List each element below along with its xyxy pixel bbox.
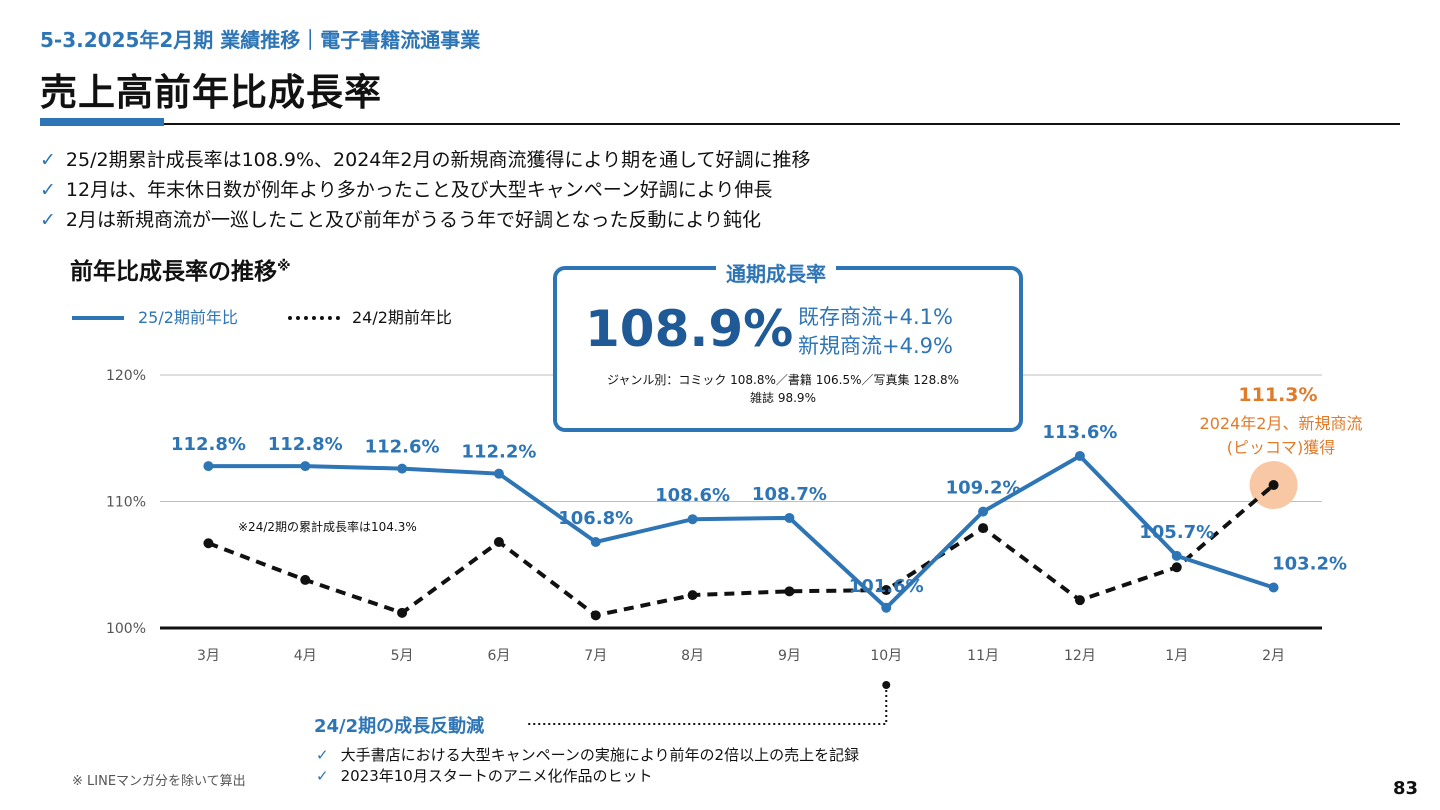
- existing-channel-growth: 既存商流+4.1%: [798, 305, 953, 329]
- data-label: 112.8%: [171, 434, 246, 455]
- title-accent-bar: [40, 118, 164, 126]
- x-tick-label: 3月: [197, 648, 220, 664]
- page-title: 売上高前年比成長率: [40, 71, 382, 114]
- bullet-text: 2月は新規商流が一巡したこと及び前年がうるう年で好調となった反動により鈍化: [65, 209, 762, 231]
- data-label: 108.6%: [655, 485, 730, 506]
- y-tick-label: 110%: [106, 495, 146, 511]
- callout-text: 2024年2月、新規商流: [1199, 414, 1363, 433]
- check-icon: ✓: [40, 149, 56, 171]
- series-24-point: [687, 590, 698, 601]
- reason-text: 2023年10月スタートのアニメ化作品のヒット: [340, 767, 653, 785]
- data-label: 101.6%: [849, 576, 924, 597]
- series-24-point: [1074, 595, 1085, 606]
- data-label: 113.6%: [1042, 422, 1117, 443]
- x-tick-label: 12月: [1064, 648, 1096, 664]
- reason-text: 大手書店における大型キャンペーンの実施により前年の2倍以上の売上を記録: [340, 746, 860, 764]
- section-label: 5-3.2025年2月期 業績推移｜電子書籍流通事業: [40, 28, 481, 52]
- annual-growth-box: [553, 266, 1023, 432]
- bullet-item: ✓ 12月は、年末休日数が例年より多かったこと及び大型キャンペーン好調により伸長: [40, 175, 772, 202]
- series-25-point: [687, 514, 698, 525]
- bullet-item: ✓ 25/2期累計成長率は108.9%、2024年2月の新規商流獲得により期を通し…: [40, 145, 811, 172]
- data-label: 112.6%: [365, 437, 440, 458]
- x-tick-label: 10月: [870, 648, 902, 664]
- data-label: 106.8%: [558, 508, 633, 529]
- series-25-point: [397, 463, 408, 474]
- series-25-point: [1171, 550, 1182, 561]
- x-tick-label: 11月: [967, 648, 999, 664]
- callout-value: 111.3%: [1238, 384, 1318, 406]
- callout-text: (ピッコマ)獲得: [1226, 438, 1336, 457]
- connector-line: [528, 685, 888, 725]
- series-25-point: [978, 506, 989, 517]
- series-24-point: [300, 574, 311, 585]
- y-tick-label: 100%: [106, 621, 146, 637]
- chart-title-mark: ※: [277, 258, 291, 275]
- data-label: 108.7%: [752, 484, 827, 505]
- series-24-point: [203, 538, 214, 549]
- bullet-item: ✓ 2月は新規商流が一巡したこと及び前年がうるう年で好調となった反動により鈍化: [40, 205, 761, 232]
- x-tick-label: 7月: [584, 648, 607, 664]
- genre-breakdown: ジャンル別：コミック 108.8%／書籍 106.5%／写真集 128.8%: [606, 373, 960, 387]
- x-tick-label: 2月: [1262, 648, 1285, 664]
- bullet-text: 12月は、年末休日数が例年より多かったこと及び大型キャンペーン好調により伸長: [65, 179, 773, 201]
- series-25-point: [493, 468, 504, 479]
- bullet-text: 25/2期累計成長率は108.9%、2024年2月の新規商流獲得により期を通して…: [65, 149, 811, 171]
- series-25-point: [784, 512, 795, 523]
- series-24-point: [590, 610, 601, 621]
- cumulative-note-24: ※24/2期の累計成長率は104.3%: [238, 520, 417, 534]
- genre-breakdown-magazine: 雑誌 98.9%: [750, 391, 816, 405]
- series-25-line: [208, 453, 1275, 611]
- series-24-point: [881, 585, 892, 596]
- chart-title-text: 前年比成長率の推移: [70, 259, 277, 285]
- x-tick-label: 1月: [1165, 648, 1188, 664]
- series-25-point: [1074, 450, 1085, 461]
- legend-label-24: 24/2期前年比: [352, 308, 452, 327]
- check-icon: ✓: [316, 767, 329, 785]
- series-24-point: [493, 536, 504, 547]
- series-25-point: [1268, 582, 1279, 593]
- reason-item: ✓ 大手書店における大型キャンペーンの実施により前年の2倍以上の売上を記録: [316, 744, 859, 765]
- x-tick-label: 5月: [391, 648, 414, 664]
- page-number: 83: [1392, 778, 1418, 799]
- title-underline: [40, 123, 1400, 125]
- series-24-point: [397, 607, 408, 618]
- series-24-point: [978, 523, 989, 534]
- series-24-point: [1171, 562, 1182, 573]
- legend-swatch-24: [288, 316, 340, 320]
- reaction-title: 24/2期の成長反動減: [314, 716, 485, 737]
- data-label: 105.7%: [1139, 522, 1214, 543]
- data-label: 112.2%: [461, 442, 536, 463]
- check-icon: ✓: [40, 179, 56, 201]
- check-icon: ✓: [316, 746, 329, 764]
- x-tick-label: 9月: [778, 648, 801, 664]
- series-24-line: [207, 483, 1275, 618]
- series-25-point: [590, 536, 601, 547]
- check-icon: ✓: [40, 209, 56, 231]
- series-24-point: [784, 586, 795, 597]
- series-25-point: [203, 461, 214, 472]
- x-tick-label: 6月: [487, 648, 510, 664]
- y-tick-label: 120%: [106, 368, 146, 384]
- data-label: 112.8%: [268, 434, 343, 455]
- series-24-point: [1268, 480, 1279, 491]
- new-channel-growth: 新規商流+4.9%: [798, 334, 953, 358]
- data-label: 109.2%: [946, 478, 1021, 499]
- reason-item: ✓ 2023年10月スタートのアニメ化作品のヒット: [316, 765, 653, 786]
- annual-growth-title: 通期成長率: [716, 258, 836, 287]
- annual-growth-value: 108.9%: [585, 300, 794, 358]
- data-label: 103.2%: [1272, 554, 1347, 575]
- series-25-point: [300, 461, 311, 472]
- chart-title: 前年比成長率の推移※: [70, 252, 291, 286]
- footnote: ※ LINEマンガ分を除いて算出: [72, 774, 246, 789]
- legend-swatch-25: [72, 316, 124, 320]
- series-25-point: [881, 602, 892, 613]
- legend-label-25: 25/2期前年比: [138, 308, 238, 327]
- x-tick-label: 8月: [681, 648, 704, 664]
- x-tick-label: 4月: [294, 648, 317, 664]
